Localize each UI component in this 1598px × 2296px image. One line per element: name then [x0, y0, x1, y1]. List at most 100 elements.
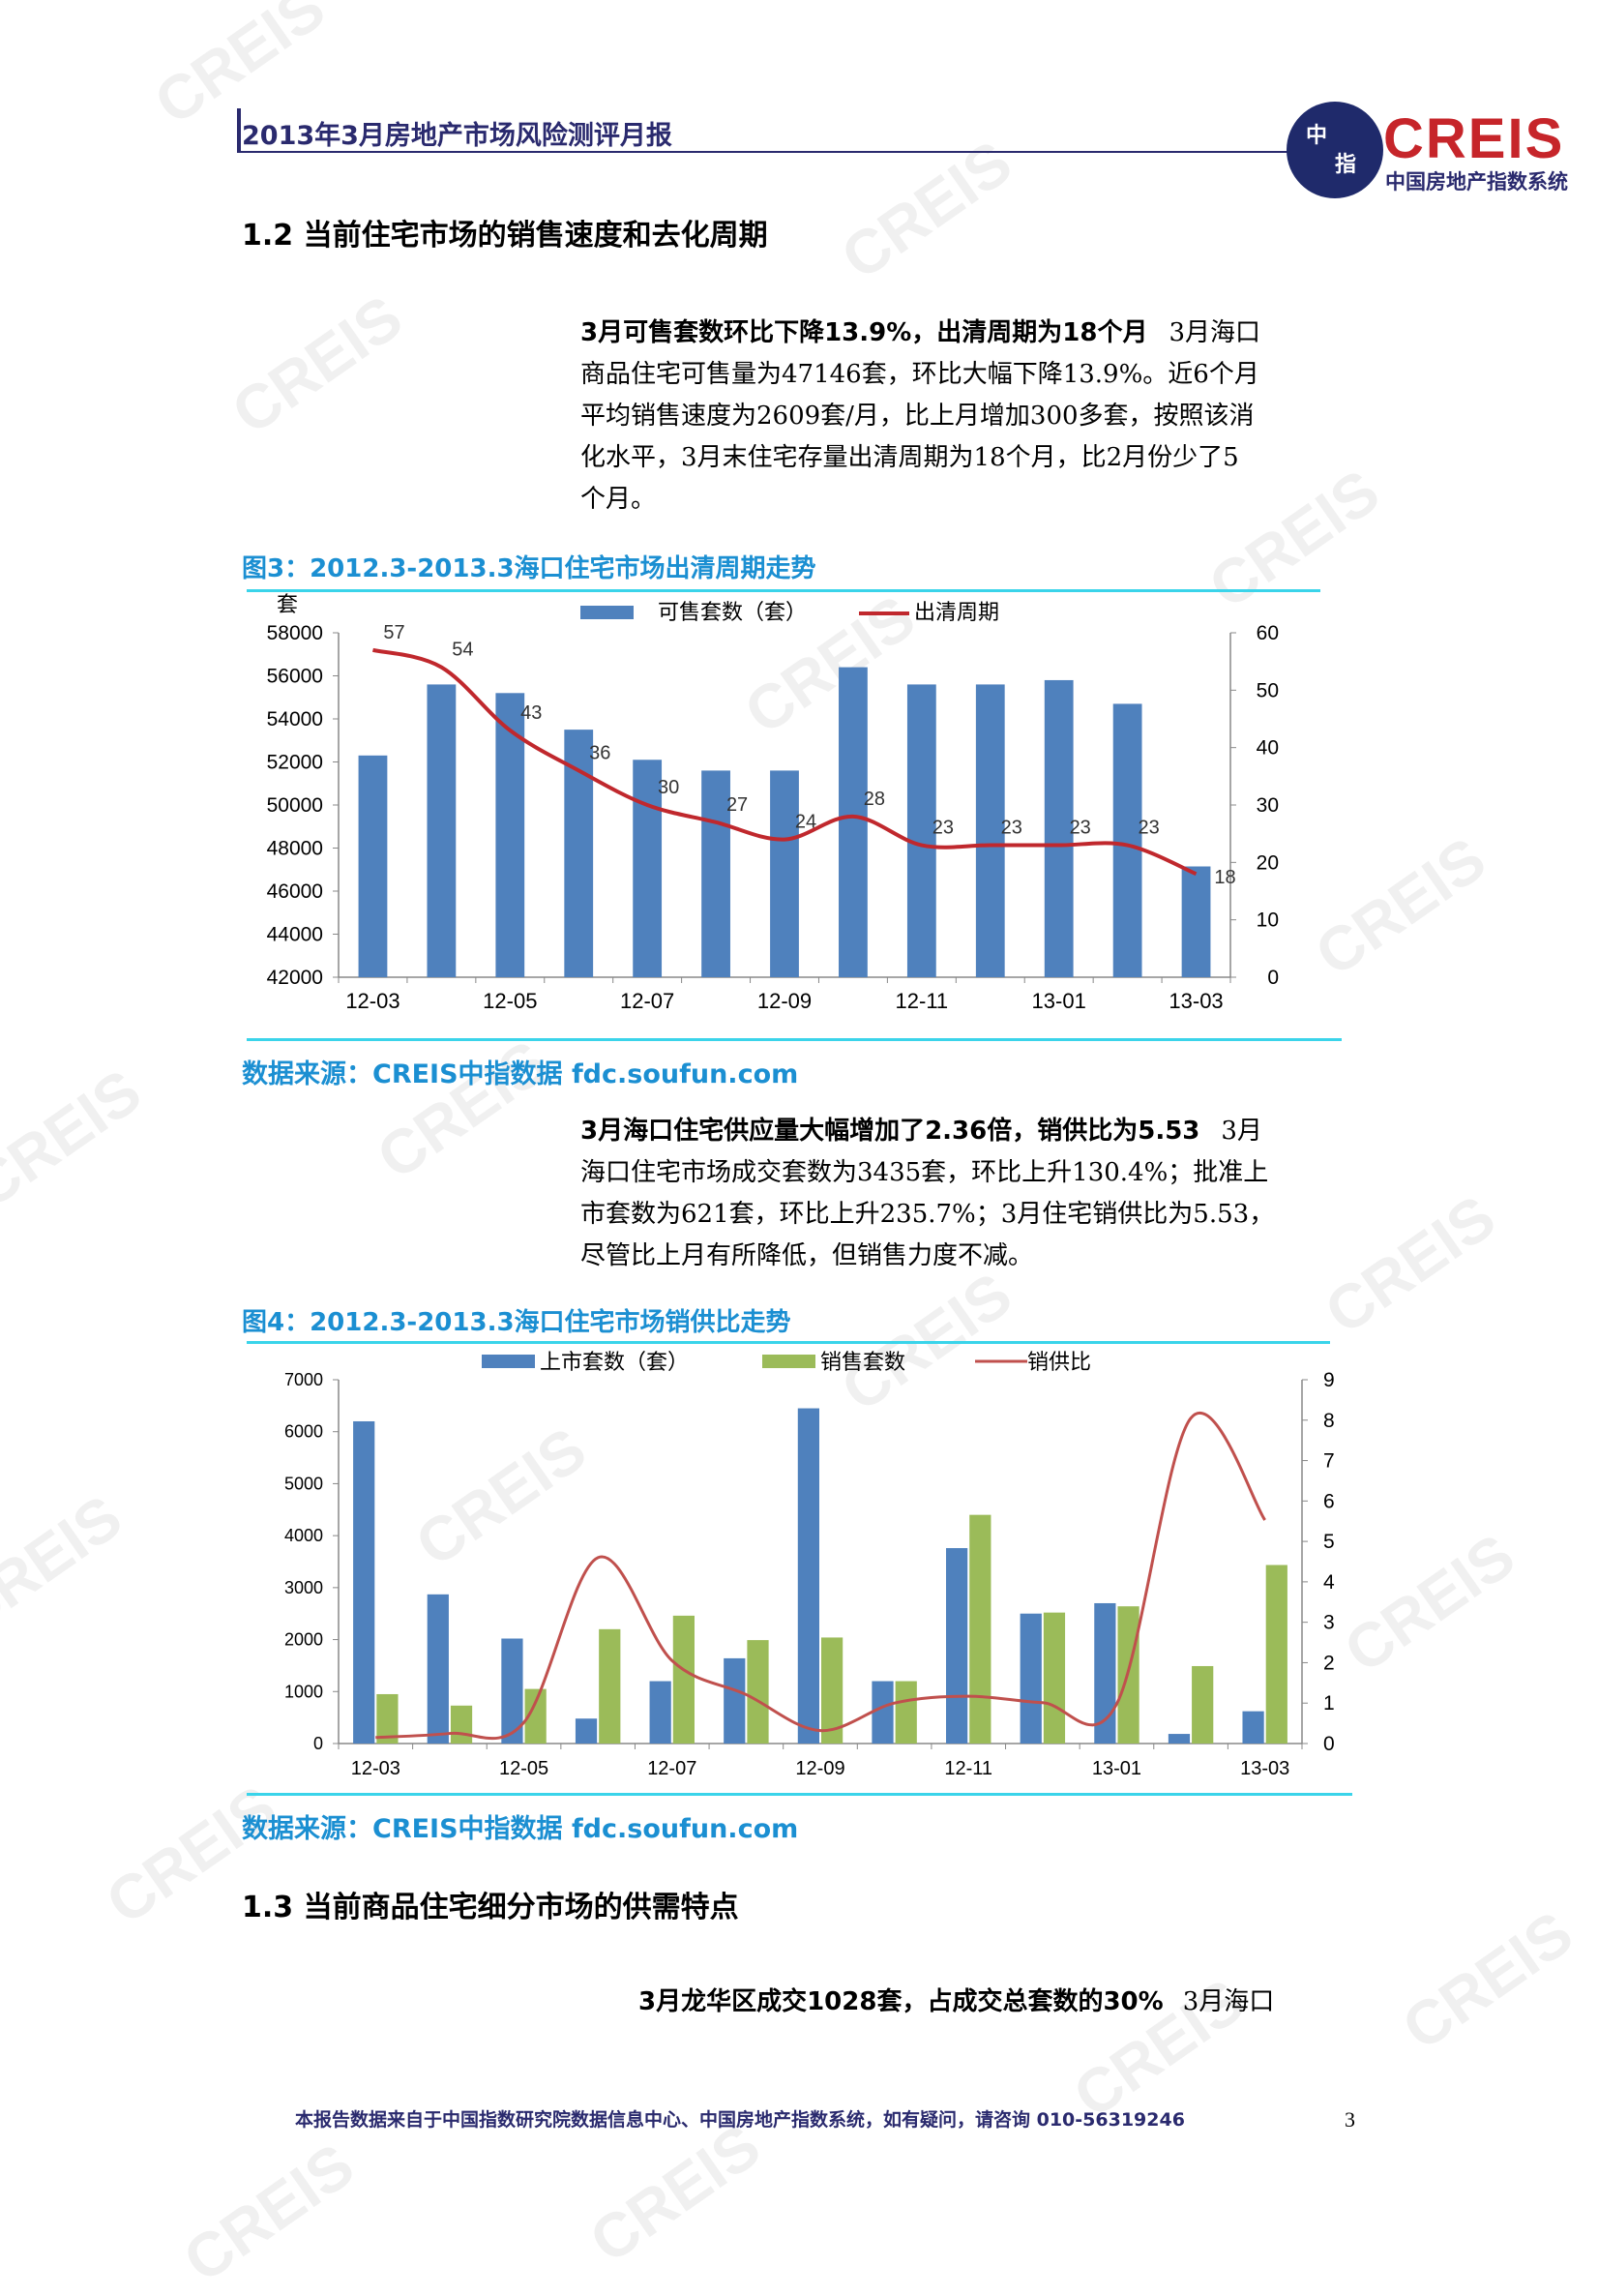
- figure-3-caption: 图3：2012.3-2013.3海口住宅市场出清周期走势: [242, 554, 816, 583]
- legend-label-ratio: 销供比: [1027, 1350, 1091, 1374]
- paragraph-2-line: 3月: [1221, 1117, 1262, 1146]
- bar-listed-units: [649, 1681, 671, 1744]
- data-label-clearance: 30: [658, 777, 679, 798]
- paragraph-2-line: 市套数为621套，环比上升235.7%；3月住宅销供比为5.53，: [580, 1200, 1275, 1229]
- x-tick-label: 12-09: [757, 989, 812, 1013]
- header-rule: [237, 151, 1311, 153]
- y-tick-label: 0: [313, 1734, 323, 1753]
- bar-listed-units: [1168, 1734, 1191, 1744]
- figure-3-top-rule: [247, 589, 1320, 592]
- paragraph-1: 3月可售套数环比下降13.9%，出清周期为18个月 3月海口 商品住宅可售量为47…: [580, 313, 1349, 521]
- logo-globe-icon: [1287, 102, 1383, 198]
- y2-tick-label: 9: [1323, 1369, 1335, 1391]
- y-tick-label: 56000: [267, 666, 323, 688]
- report-title: 2013年3月房地产市场风险测评月报: [242, 121, 672, 151]
- y2-tick-label: 0: [1323, 1733, 1335, 1755]
- bar-sold-units: [1043, 1612, 1066, 1744]
- x-tick-label: 13-03: [1169, 989, 1223, 1013]
- figure-4-top-rule: [247, 1341, 1330, 1344]
- legend-swatch-listed: [482, 1355, 535, 1368]
- x-tick-label: 13-01: [1092, 1758, 1141, 1779]
- y-tick-label: 50000: [267, 794, 323, 817]
- line-sales-supply-ratio: [375, 1412, 1266, 1741]
- data-label-clearance: 54: [452, 640, 473, 661]
- paragraph-2-lead: 3月海口住宅供应量大幅增加了2.36倍，销供比为5.53: [580, 1117, 1200, 1146]
- chart-fig3: 套 42000 44000 46000 48000 50000 52000 54000 5600…: [267, 592, 1279, 1013]
- bar-sold-units: [1265, 1565, 1287, 1744]
- watermark-text: CREIS: [220, 282, 415, 448]
- x-tick-label: 12-07: [647, 1758, 696, 1779]
- y-tick-label: 7000: [284, 1370, 323, 1389]
- y-tick-label: 4000: [284, 1526, 323, 1545]
- data-label-clearance: 28: [864, 789, 885, 810]
- data-label-clearance: 23: [1001, 818, 1022, 839]
- bar-available-units: [1044, 679, 1074, 977]
- x-tick-label: 12-03: [345, 989, 400, 1013]
- y-tick-label: 46000: [267, 880, 323, 903]
- figure-3-source: 数据来源：CREIS中指数据 fdc.soufun.com: [242, 1059, 799, 1089]
- page-number: 3: [1345, 2107, 1355, 2132]
- data-label-clearance: 23: [1138, 818, 1159, 839]
- bar-listed-units: [1242, 1711, 1264, 1744]
- y2-tick-label: 6: [1323, 1490, 1335, 1512]
- bar-sold-units: [1192, 1665, 1214, 1744]
- bar-available-units: [1112, 703, 1142, 977]
- y2-tick-label: 1: [1323, 1692, 1335, 1715]
- bar-available-units: [975, 684, 1005, 977]
- bar-sold-units: [969, 1514, 991, 1744]
- logo-globe-char-2: 指: [1335, 153, 1357, 177]
- watermark-text: CREIS: [0, 1481, 134, 1648]
- figure-3-bottom-rule: [247, 1038, 1342, 1041]
- bar-sold-units: [599, 1628, 621, 1744]
- bar-available-units: [839, 667, 868, 977]
- x-tick-label: 12-07: [620, 989, 674, 1013]
- paragraph-3: 3月龙华区成交1028套，占成交总套数的30% 3月海口: [638, 1982, 1374, 2023]
- data-label-clearance: 23: [1070, 818, 1091, 839]
- x-tick-label: 13-03: [1240, 1758, 1289, 1779]
- bar-sold-units: [821, 1637, 843, 1744]
- y2-tick-label: 20: [1257, 851, 1279, 874]
- y2-tick-label: 8: [1323, 1410, 1335, 1432]
- bar-sold-units: [747, 1640, 769, 1744]
- y-tick-label: 5000: [284, 1474, 323, 1493]
- y-tick-label: 48000: [267, 838, 323, 860]
- bar-available-units: [358, 755, 388, 977]
- y2-tick-label: 10: [1257, 909, 1279, 932]
- bar-available-units: [633, 760, 663, 977]
- paragraph-1-line: 商品住宅可售量为47146套，环比大幅下降13.9%。近6个月: [580, 360, 1259, 389]
- y-tick-label: 52000: [267, 752, 323, 774]
- y-tick-label: 58000: [267, 622, 323, 644]
- watermark-text: CREIS: [365, 1027, 560, 1193]
- bar-available-units: [770, 770, 799, 977]
- bar-listed-units: [501, 1638, 523, 1744]
- logo-globe-char-1: 中: [1306, 124, 1328, 148]
- section-title-1-2: 1.2 当前住宅市场的销售速度和去化周期: [242, 219, 768, 253]
- y-tick-label: 2000: [284, 1630, 323, 1650]
- bar-listed-units: [1020, 1613, 1042, 1744]
- legend-label-available: 可售套数（套）: [658, 600, 807, 624]
- y2-tick-label: 4: [1323, 1571, 1335, 1594]
- legend-swatch-available: [580, 606, 634, 619]
- data-label-clearance: 43: [520, 702, 542, 724]
- y2-tick-label: 60: [1257, 622, 1279, 644]
- chart-fig4: 0 1000 2000 3000 4000 5000 6000 7000 0 1 2 3 4 5 6 7 8 9 1…: [284, 1350, 1335, 1779]
- data-label-clearance: 36: [589, 742, 610, 763]
- paragraph-1-line: 个月。: [580, 485, 657, 514]
- paragraph-2-line: 尽管比上月有所降低，但销售力度不减。: [580, 1241, 1034, 1270]
- paragraph-3-lead: 3月龙华区成交1028套，占成交总套数的30%: [638, 1987, 1164, 2016]
- y2-tick-label: 50: [1257, 679, 1279, 701]
- data-label-clearance: 23: [932, 818, 954, 839]
- x-tick-label: 12-09: [795, 1758, 844, 1779]
- x-tick-label: 12-05: [499, 1758, 548, 1779]
- x-tick-label: 12-05: [483, 989, 537, 1013]
- y2-tick-label: 3: [1323, 1612, 1335, 1634]
- logo-wordmark: CREIS: [1383, 107, 1565, 170]
- bar-listed-units: [427, 1594, 449, 1744]
- paragraph-1-line: 3月海口: [1169, 318, 1261, 347]
- watermark-text: CREIS: [171, 2130, 367, 2296]
- bar-sold-units: [895, 1681, 917, 1744]
- legend-label-sold: 销售套数: [820, 1350, 905, 1374]
- data-label-clearance: 18: [1214, 867, 1235, 888]
- bar-listed-units: [946, 1548, 968, 1744]
- bar-available-units: [1181, 866, 1211, 977]
